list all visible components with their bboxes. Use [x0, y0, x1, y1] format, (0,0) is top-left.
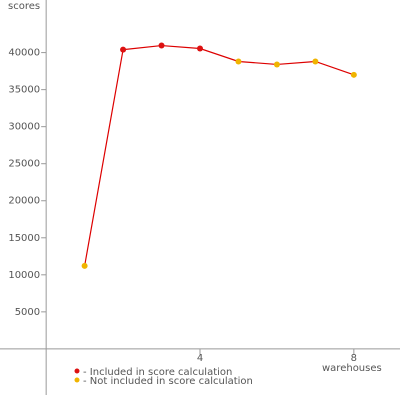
legend-label: - Included in score calculation [83, 367, 232, 378]
y-tick-label: 15000 [8, 233, 40, 244]
legend-label: - Not included in score calculation [83, 376, 253, 387]
x-axis-label: warehouses [322, 363, 382, 374]
data-point [81, 262, 88, 269]
y-tick-label: 20000 [8, 196, 40, 207]
x-tick-label: 8 [351, 353, 357, 364]
y-tick-label: 35000 [8, 85, 40, 96]
y-tick-label: 10000 [8, 270, 40, 281]
data-point [273, 61, 280, 68]
y-tick-label: 30000 [8, 122, 40, 133]
data-point [235, 58, 242, 65]
score-line [84, 44, 355, 267]
y-tick-label: 40000 [8, 48, 40, 59]
data-point [350, 71, 357, 78]
legend-marker [74, 377, 80, 383]
y-tick-label: 5000 [15, 307, 40, 318]
y-tick-label: 25000 [8, 159, 40, 170]
y-axis-label: scores [8, 1, 40, 12]
data-point [158, 42, 165, 49]
legend-marker [74, 368, 80, 374]
x-tick-label: 4 [197, 353, 203, 364]
data-point [312, 58, 319, 65]
data-point [120, 46, 127, 53]
data-point [197, 45, 203, 52]
